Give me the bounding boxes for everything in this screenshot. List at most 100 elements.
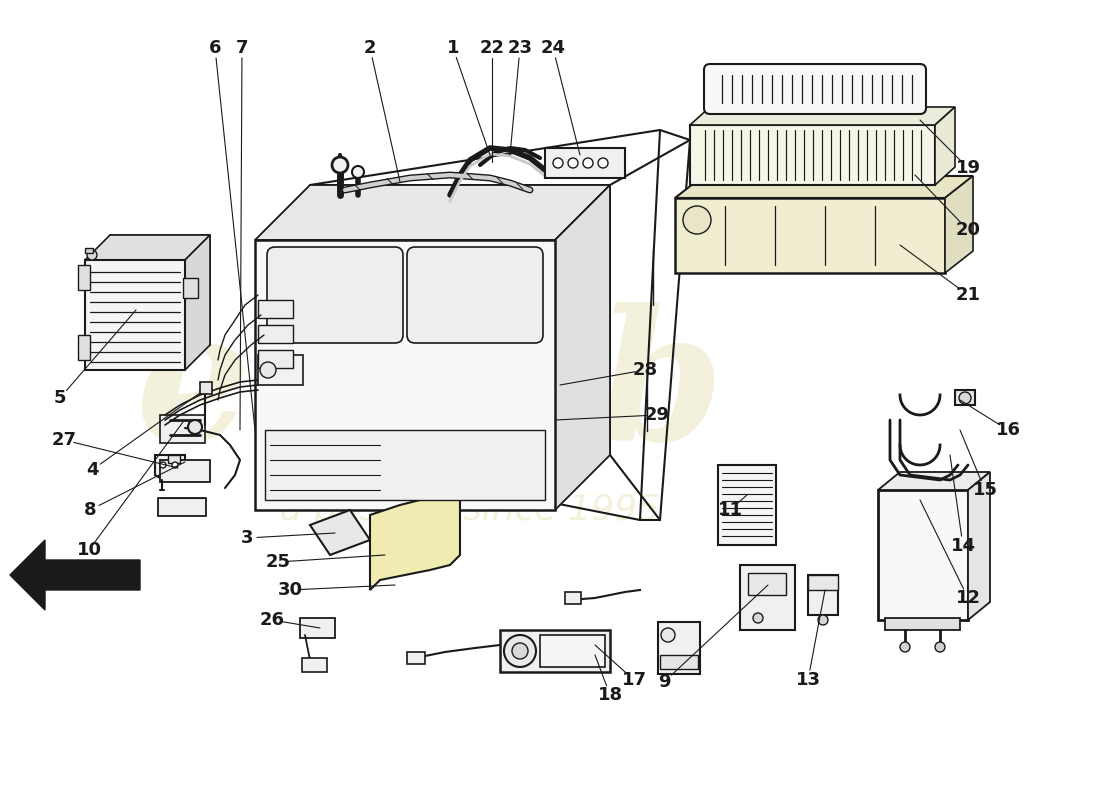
Circle shape <box>754 613 763 623</box>
Bar <box>168 455 180 463</box>
Polygon shape <box>255 240 556 510</box>
Text: 28: 28 <box>632 361 658 379</box>
Bar <box>258 350 293 368</box>
Polygon shape <box>556 185 610 510</box>
Bar <box>407 652 425 664</box>
Text: 9: 9 <box>658 673 670 691</box>
Bar <box>718 465 776 545</box>
Text: 10: 10 <box>77 541 101 559</box>
Bar <box>78 265 90 290</box>
Text: 3: 3 <box>241 529 253 547</box>
Text: 2: 2 <box>364 39 376 57</box>
Bar <box>660 655 698 669</box>
Circle shape <box>352 166 364 178</box>
Text: 14: 14 <box>950 537 976 555</box>
Text: 4: 4 <box>86 461 98 479</box>
Text: 30: 30 <box>277 581 302 599</box>
Bar <box>544 148 625 178</box>
Bar <box>658 622 700 674</box>
Bar <box>565 592 581 604</box>
Circle shape <box>583 158 593 168</box>
Circle shape <box>959 392 971 404</box>
Circle shape <box>87 250 97 260</box>
Text: 23: 23 <box>507 39 532 57</box>
Polygon shape <box>310 185 610 455</box>
Circle shape <box>900 642 910 652</box>
Text: 19: 19 <box>956 159 980 177</box>
Bar <box>78 335 90 360</box>
Polygon shape <box>370 495 460 590</box>
Bar <box>748 573 786 595</box>
Text: 15: 15 <box>972 481 998 499</box>
Bar <box>85 248 94 253</box>
FancyBboxPatch shape <box>704 64 926 114</box>
Text: 5: 5 <box>54 389 66 407</box>
Bar <box>886 618 960 630</box>
Bar <box>540 635 605 667</box>
Polygon shape <box>675 176 974 198</box>
Bar <box>500 630 610 672</box>
Text: 18: 18 <box>597 686 623 704</box>
Polygon shape <box>110 235 210 345</box>
Polygon shape <box>878 472 990 490</box>
Text: 25: 25 <box>265 553 290 571</box>
Text: 16: 16 <box>996 421 1021 439</box>
Polygon shape <box>155 455 185 478</box>
Text: 1: 1 <box>447 39 460 57</box>
Text: 22: 22 <box>480 39 505 57</box>
FancyBboxPatch shape <box>267 247 403 343</box>
Bar <box>265 430 544 500</box>
Text: 29: 29 <box>645 406 670 424</box>
Bar <box>300 618 336 638</box>
Bar <box>258 300 293 318</box>
Text: 21: 21 <box>956 286 980 304</box>
Text: 24: 24 <box>540 39 565 57</box>
Polygon shape <box>310 510 370 555</box>
Text: 27: 27 <box>52 431 77 449</box>
Text: eurob: eurob <box>136 302 724 478</box>
Polygon shape <box>945 176 974 273</box>
Bar <box>808 575 838 615</box>
Polygon shape <box>185 235 210 370</box>
Bar <box>955 390 975 405</box>
Bar <box>808 575 838 590</box>
Bar <box>302 658 327 672</box>
Text: 8: 8 <box>84 501 97 519</box>
Circle shape <box>504 635 536 667</box>
Polygon shape <box>85 235 210 260</box>
Text: 17: 17 <box>621 671 647 689</box>
Polygon shape <box>690 125 935 185</box>
Bar <box>183 278 198 298</box>
Circle shape <box>935 642 945 652</box>
Polygon shape <box>935 107 955 185</box>
Polygon shape <box>690 107 955 125</box>
Bar <box>258 355 303 385</box>
Circle shape <box>568 158 578 168</box>
Circle shape <box>512 643 528 659</box>
Text: 12: 12 <box>956 589 980 607</box>
Text: 6: 6 <box>209 39 221 57</box>
Circle shape <box>260 362 276 378</box>
Circle shape <box>661 628 675 642</box>
Text: 20: 20 <box>956 221 980 239</box>
Text: 13: 13 <box>795 671 821 689</box>
Text: a passion since 1995: a passion since 1995 <box>279 493 660 527</box>
Text: 26: 26 <box>260 611 285 629</box>
Circle shape <box>332 157 348 173</box>
Bar <box>878 490 968 620</box>
Polygon shape <box>10 540 140 610</box>
Polygon shape <box>968 472 990 620</box>
Circle shape <box>160 462 166 468</box>
Bar <box>160 460 210 482</box>
Bar <box>258 325 293 343</box>
Text: 7: 7 <box>235 39 249 57</box>
Circle shape <box>188 420 202 434</box>
Circle shape <box>683 206 711 234</box>
Polygon shape <box>85 260 185 370</box>
Circle shape <box>553 158 563 168</box>
Bar <box>160 415 205 443</box>
Polygon shape <box>255 185 611 240</box>
Circle shape <box>818 615 828 625</box>
Bar <box>200 382 212 394</box>
Text: 11: 11 <box>717 501 743 519</box>
